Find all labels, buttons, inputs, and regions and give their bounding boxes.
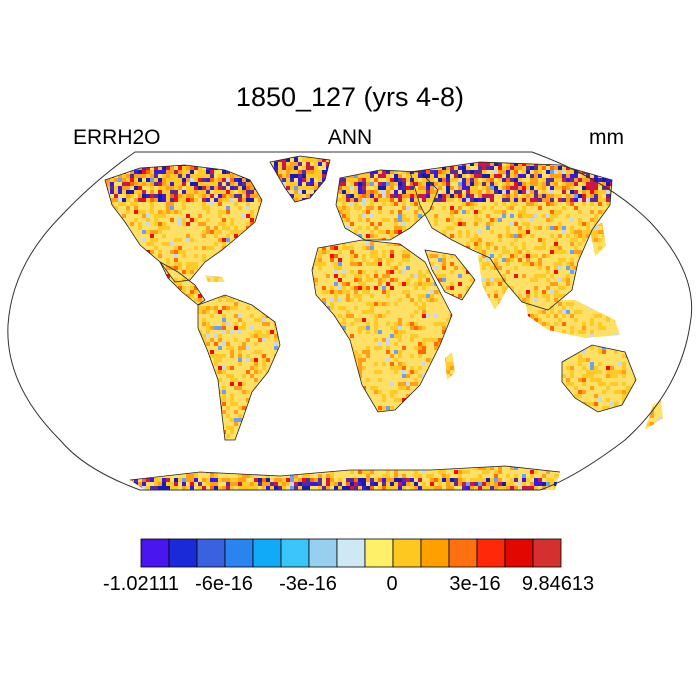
colorbar (140, 538, 562, 568)
colorbar-box (448, 538, 478, 568)
coastlines (104, 155, 637, 481)
colorbar-tick-label: 9.84613 (521, 573, 595, 595)
colorbar-box (364, 538, 394, 568)
colorbar-tick-label: -1.02111 (103, 573, 179, 595)
plot-title: 1850_127 (yrs 4-8) (235, 82, 465, 112)
colorbar-box (336, 538, 366, 568)
variable-label: ERRH2O (73, 126, 161, 149)
land-data-field (105, 156, 663, 490)
colorbar-tick-label: -6e-16 (195, 573, 253, 595)
map-boundary (7, 151, 693, 491)
colorbar-box (476, 538, 506, 568)
colorbar-box (140, 538, 170, 568)
colorbar-tick-label: -3e-16 (279, 573, 337, 595)
colorbar-box (196, 538, 226, 568)
season-label: ANN (327, 126, 373, 149)
colorbar-box (168, 538, 198, 568)
colorbar-box (504, 538, 534, 568)
colorbar-tick-label: 3e-16 (449, 573, 501, 595)
colorbar-box (532, 538, 562, 568)
colorbar-box (252, 538, 282, 568)
units-label: mm (589, 126, 624, 149)
colorbar-tick-label: 0 (386, 573, 398, 595)
colorbar-box (224, 538, 254, 568)
colorbar-box (308, 538, 338, 568)
colorbar-box (392, 538, 422, 568)
colorbar-box (420, 538, 450, 568)
colorbar-box (280, 538, 310, 568)
